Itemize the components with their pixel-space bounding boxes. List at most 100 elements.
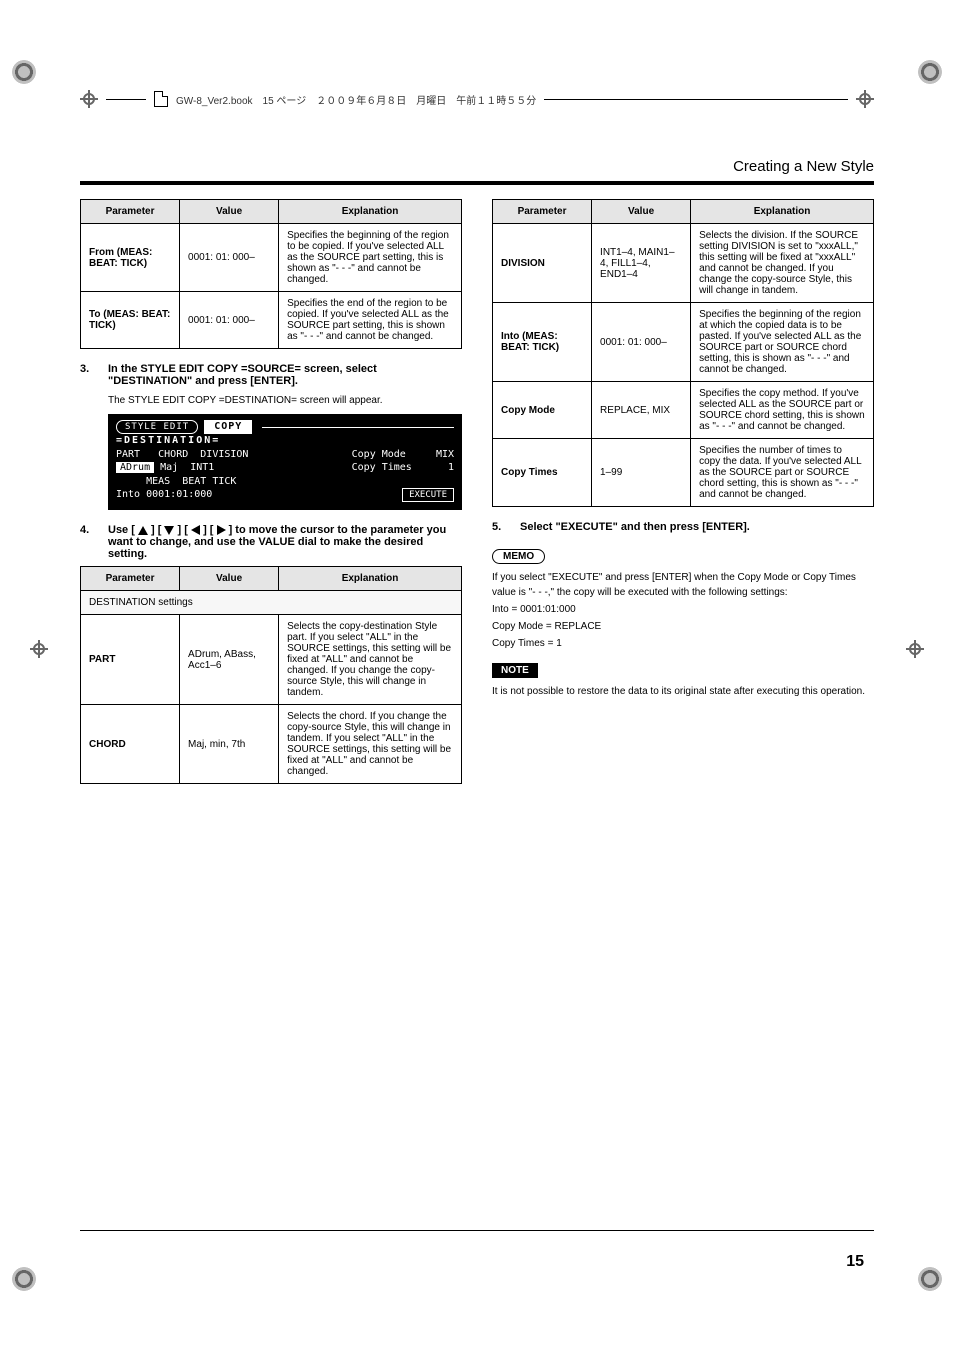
lcd-mode: STYLE EDIT bbox=[116, 420, 198, 434]
footer-rule bbox=[80, 1230, 874, 1231]
crop-mark bbox=[906, 640, 924, 658]
note-tag: NOTE bbox=[492, 663, 538, 678]
header-meta: GW-8_Ver2.book 15 ページ ２００９年６月８日 月曜日 午前１１… bbox=[80, 90, 874, 108]
registration-mark bbox=[918, 1267, 942, 1291]
lcd-line: MEAS BEAT TICK bbox=[116, 475, 236, 489]
param-explanation: Specifies the number of times to copy th… bbox=[691, 439, 874, 507]
param-name: Into (MEAS: BEAT: TICK) bbox=[493, 303, 592, 382]
table-row: To (MEAS: BEAT: TICK) 0001: 01: 000– Spe… bbox=[81, 292, 462, 349]
step-text: Use [ ] [ ] [ ] [ ] to move the cursor t… bbox=[108, 524, 446, 560]
crop-mark bbox=[30, 640, 48, 658]
lcd-line: Into 0001:01:000 bbox=[116, 488, 212, 502]
file-icon bbox=[154, 91, 168, 107]
col-header: Parameter bbox=[81, 567, 180, 591]
memo-tag: MEMO bbox=[492, 549, 545, 564]
cursor-left-icon bbox=[191, 525, 200, 535]
lcd-screenshot: STYLE EDIT COPY =DESTINATION= PART CHORD… bbox=[108, 414, 462, 510]
table-row: Into (MEAS: BEAT: TICK) 0001: 01: 000– S… bbox=[493, 303, 874, 382]
source-range-table: Parameter Value Explanation From (MEAS: … bbox=[80, 199, 462, 349]
memo-text: Copy Times = 1 bbox=[492, 636, 874, 651]
right-column: Parameter Value Explanation DIVISION INT… bbox=[492, 199, 874, 798]
destination-table-cont: Parameter Value Explanation DIVISION INT… bbox=[492, 199, 874, 507]
param-name: CHORD bbox=[81, 705, 180, 784]
lcd-line: Maj INT1 bbox=[154, 462, 214, 473]
memo-text: Copy Mode = REPLACE bbox=[492, 619, 874, 634]
content-area: Creating a New Style Parameter Value Exp… bbox=[80, 158, 874, 798]
param-name: To (MEAS: BEAT: TICK) bbox=[81, 292, 180, 349]
memo-text: Into = 0001:01:000 bbox=[492, 602, 874, 617]
step-number: 3. bbox=[80, 363, 98, 387]
lcd-title: COPY bbox=[204, 420, 252, 434]
step-3: 3. In the STYLE EDIT COPY =SOURCE= scree… bbox=[80, 363, 462, 387]
param-value: REPLACE, MIX bbox=[592, 382, 691, 439]
lcd-label: Copy Times bbox=[352, 462, 412, 473]
param-explanation: Specifies the beginning of the region at… bbox=[691, 303, 874, 382]
lcd-line: =DESTINATION= bbox=[116, 434, 454, 448]
lcd-selected: ADrum bbox=[116, 462, 154, 473]
step-5: 5. Select "EXECUTE" and then press [ENTE… bbox=[492, 521, 874, 533]
lcd-value: MIX bbox=[436, 449, 454, 460]
header-text: GW-8_Ver2.book 15 ページ ２００９年６月８日 月曜日 午前１１… bbox=[176, 92, 536, 107]
col-header: Parameter bbox=[81, 200, 180, 224]
lcd-value: 1 bbox=[448, 462, 454, 473]
param-explanation: Specifies the end of the region to be co… bbox=[279, 292, 462, 349]
table-row: From (MEAS: BEAT: TICK) 0001: 01: 000– S… bbox=[81, 224, 462, 292]
step-text-part: Use [ bbox=[108, 524, 135, 536]
lcd-execute-button: EXECUTE bbox=[402, 488, 454, 502]
title-rule bbox=[80, 181, 874, 185]
step-text-part: ] [ bbox=[151, 524, 164, 536]
col-header: Value bbox=[180, 567, 279, 591]
param-value: 0001: 01: 000– bbox=[180, 224, 279, 292]
cursor-up-icon bbox=[138, 526, 148, 535]
section-label: DESTINATION settings bbox=[81, 591, 462, 615]
left-column: Parameter Value Explanation From (MEAS: … bbox=[80, 199, 462, 798]
param-name: From (MEAS: BEAT: TICK) bbox=[81, 224, 180, 292]
table-section-row: DESTINATION settings bbox=[81, 591, 462, 615]
col-header: Value bbox=[592, 200, 691, 224]
note-text: It is not possible to restore the data t… bbox=[492, 684, 874, 699]
step-number: 5. bbox=[492, 521, 510, 533]
param-explanation: Selects the chord. If you change the cop… bbox=[279, 705, 462, 784]
param-explanation: Selects the division. If the SOURCE sett… bbox=[691, 224, 874, 303]
registration-mark bbox=[12, 1267, 36, 1291]
param-value: 1–99 bbox=[592, 439, 691, 507]
cursor-down-icon bbox=[164, 526, 174, 535]
param-explanation: Selects the copy-destination Style part.… bbox=[279, 615, 462, 705]
param-name: Copy Mode bbox=[493, 382, 592, 439]
col-header: Explanation bbox=[691, 200, 874, 224]
param-name: PART bbox=[81, 615, 180, 705]
destination-table: Parameter Value Explanation DESTINATION … bbox=[80, 566, 462, 784]
step-text-part: ] [ bbox=[203, 524, 216, 536]
col-header: Value bbox=[180, 200, 279, 224]
page-number: 15 bbox=[846, 1253, 864, 1271]
table-row: Copy Times 1–99 Specifies the number of … bbox=[493, 439, 874, 507]
col-header: Explanation bbox=[279, 200, 462, 224]
col-header: Explanation bbox=[279, 567, 462, 591]
step-text: In the STYLE EDIT COPY =SOURCE= screen, … bbox=[108, 363, 377, 387]
param-value: INT1–4, MAIN1–4, FILL1–4, END1–4 bbox=[592, 224, 691, 303]
step-4: 4. Use [ ] [ ] [ ] [ ] to move the curs bbox=[80, 524, 462, 560]
table-row: DIVISION INT1–4, MAIN1–4, FILL1–4, END1–… bbox=[493, 224, 874, 303]
param-value: 0001: 01: 000– bbox=[180, 292, 279, 349]
param-name: Copy Times bbox=[493, 439, 592, 507]
crop-mark bbox=[80, 90, 98, 108]
memo-text: If you select "EXECUTE" and press [ENTER… bbox=[492, 570, 874, 600]
registration-mark bbox=[918, 60, 942, 84]
param-explanation: Specifies the beginning of the region to… bbox=[279, 224, 462, 292]
table-row: PART ADrum, ABass, Acc1–6 Selects the co… bbox=[81, 615, 462, 705]
param-value: 0001: 01: 000– bbox=[592, 303, 691, 382]
step-text: Select "EXECUTE" and then press [ENTER]. bbox=[520, 521, 750, 533]
step-text-part: ] [ bbox=[178, 524, 191, 536]
running-title: Creating a New Style bbox=[80, 158, 874, 175]
page: GW-8_Ver2.book 15 ページ ２００９年６月８日 月曜日 午前１１… bbox=[0, 0, 954, 1351]
param-name: DIVISION bbox=[493, 224, 592, 303]
lcd-line: PART CHORD DIVISION bbox=[116, 448, 248, 462]
table-row: CHORD Maj, min, 7th Selects the chord. I… bbox=[81, 705, 462, 784]
param-value: Maj, min, 7th bbox=[180, 705, 279, 784]
registration-mark bbox=[12, 60, 36, 84]
lcd-label: Copy Mode bbox=[352, 449, 406, 460]
cursor-right-icon bbox=[217, 525, 226, 535]
param-explanation: Specifies the copy method. If you've sel… bbox=[691, 382, 874, 439]
step-number: 4. bbox=[80, 524, 98, 560]
col-header: Parameter bbox=[493, 200, 592, 224]
